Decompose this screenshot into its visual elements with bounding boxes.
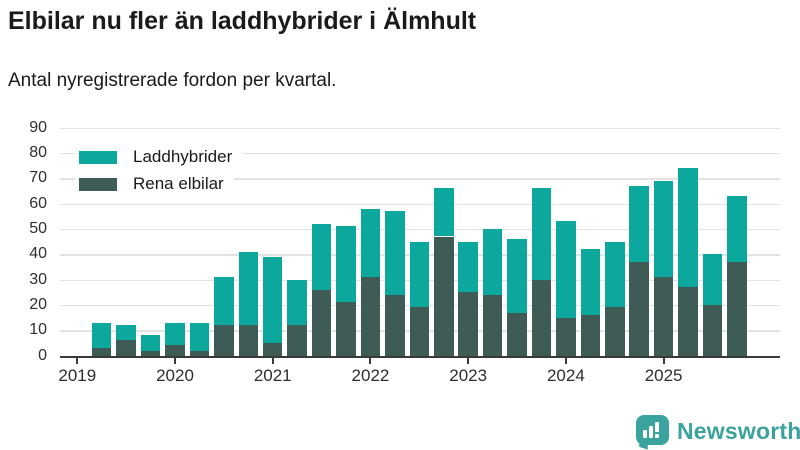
bar-segment-rena-elbilar <box>702 304 723 358</box>
bar-segment-rena-elbilar <box>238 325 259 358</box>
chart-legend: Laddhybrider Rena elbilar <box>75 145 243 199</box>
bar-segment-laddhybrider <box>727 195 747 262</box>
bar-segment-laddhybrider <box>409 241 430 308</box>
bar-segment-laddhybrider <box>385 211 405 295</box>
legend-item-rena-elbilar: Rena elbilar <box>75 172 234 196</box>
bar-segment-rena-elbilar <box>629 261 649 358</box>
x-axis-tick <box>76 358 79 364</box>
gridline-y-90 <box>60 127 780 130</box>
bar-segment-rena-elbilar <box>360 277 381 358</box>
bar-segment-rena-elbilar <box>458 292 478 358</box>
bar-segment-laddhybrider <box>140 335 161 351</box>
bar-segment-rena-elbilar <box>262 342 283 358</box>
bar-segment-rena-elbilar <box>434 236 454 358</box>
bar-segment-laddhybrider <box>189 322 210 351</box>
x-axis-tick <box>467 358 470 364</box>
y-axis-tick-label: 50 <box>29 219 47 237</box>
x-axis-tick-label: 2024 <box>546 366 585 385</box>
bar-segment-laddhybrider <box>434 188 454 237</box>
bar-segment-laddhybrider <box>580 249 601 316</box>
bar-segment-laddhybrider <box>556 221 576 318</box>
bar-segment-laddhybrider <box>262 256 283 343</box>
x-axis-tick-label: 2022 <box>351 366 390 385</box>
newsworthy-logo: Newsworthy <box>636 415 800 450</box>
x-axis-tick <box>662 358 665 364</box>
y-axis-tick-label: 60 <box>29 194 47 212</box>
bar-segment-laddhybrider <box>605 241 625 308</box>
x-axis-tick <box>564 358 567 364</box>
bar-segment-laddhybrider <box>116 325 136 341</box>
x-axis-tick-label: 2021 <box>253 366 292 385</box>
gridline-y-50 <box>60 228 780 231</box>
bar-segment-laddhybrider <box>458 241 478 293</box>
bar-segment-rena-elbilar <box>311 289 332 358</box>
bar-segment-rena-elbilar <box>385 294 405 358</box>
y-axis-tick-label: 40 <box>29 245 47 263</box>
newsworthy-wordmark: Newsworthy <box>677 418 800 444</box>
x-axis-tick-label: 2019 <box>58 366 97 385</box>
bar-segment-rena-elbilar <box>189 350 210 358</box>
gridline-y-60 <box>60 203 780 206</box>
chart-title: Elbilar nu fler än laddhybrider i Älmhul… <box>8 7 477 35</box>
bar-segment-laddhybrider <box>165 322 185 346</box>
bar-segment-rena-elbilar <box>678 287 698 358</box>
bar-segment-laddhybrider <box>678 168 698 288</box>
x-axis-tick-label: 2023 <box>449 366 488 385</box>
bar-segment-laddhybrider <box>531 188 552 280</box>
bar-segment-rena-elbilar <box>531 279 552 358</box>
bar-segment-rena-elbilar <box>580 315 601 358</box>
x-axis-tick <box>174 358 177 364</box>
bar-segment-laddhybrider <box>653 180 674 278</box>
chart-subtitle: Antal nyregistrerade fordon per kvartal. <box>8 70 337 91</box>
newsworthy-chart-bubble-icon <box>636 415 669 450</box>
bar-segment-rena-elbilar <box>165 345 185 358</box>
bar-segment-laddhybrider <box>214 277 234 326</box>
bar-segment-rena-elbilar <box>336 302 356 358</box>
bar-segment-rena-elbilar <box>605 307 625 358</box>
bar-segment-laddhybrider <box>702 254 723 305</box>
y-axis-tick-label: 20 <box>29 295 47 313</box>
bar-segment-rena-elbilar <box>287 325 307 358</box>
y-axis-tick-label: 70 <box>29 169 47 187</box>
x-axis-tick <box>271 358 274 364</box>
bar-segment-rena-elbilar <box>482 294 503 358</box>
bar-segment-laddhybrider <box>482 228 503 295</box>
x-axis-line <box>60 355 780 359</box>
legend-swatch-laddhybrider <box>79 150 117 164</box>
legend-label-rena-elbilar: Rena elbilar <box>133 174 224 193</box>
legend-swatch-rena-elbilar <box>79 177 117 191</box>
x-axis-tick-label: 2020 <box>156 366 194 385</box>
bar-segment-rena-elbilar <box>727 261 747 358</box>
legend-item-laddhybrider: Laddhybrider <box>75 145 243 169</box>
y-axis-tick-label: 80 <box>29 143 47 161</box>
y-axis-tick-label: 0 <box>38 346 47 364</box>
bar-segment-rena-elbilar <box>214 325 234 358</box>
bar-segment-rena-elbilar <box>140 350 161 358</box>
bar-segment-laddhybrider <box>311 223 332 290</box>
bar-segment-laddhybrider <box>336 226 356 303</box>
gridline-y-80 <box>60 152 780 155</box>
bar-segment-rena-elbilar <box>116 340 136 358</box>
bar-segment-laddhybrider <box>507 239 527 313</box>
x-axis-tick-label: 2025 <box>644 366 683 385</box>
bar-segment-rena-elbilar <box>91 347 112 358</box>
bar-segment-laddhybrider <box>287 279 307 326</box>
bar-segment-rena-elbilar <box>556 317 576 358</box>
bar-segment-rena-elbilar <box>507 312 527 358</box>
bar-segment-laddhybrider <box>360 208 381 278</box>
legend-label-laddhybrider: Laddhybrider <box>133 147 233 166</box>
bar-segment-laddhybrider <box>238 251 259 326</box>
y-axis-tick-label: 30 <box>29 270 47 288</box>
bar-segment-rena-elbilar <box>409 307 430 358</box>
x-axis-tick <box>369 358 372 364</box>
y-axis-tick-label: 10 <box>29 321 47 339</box>
gridline-y-70 <box>60 178 780 180</box>
y-axis-tick-label: 90 <box>29 118 47 136</box>
bar-segment-laddhybrider <box>91 322 112 348</box>
bar-segment-rena-elbilar <box>653 277 674 358</box>
bar-segment-laddhybrider <box>629 185 649 262</box>
